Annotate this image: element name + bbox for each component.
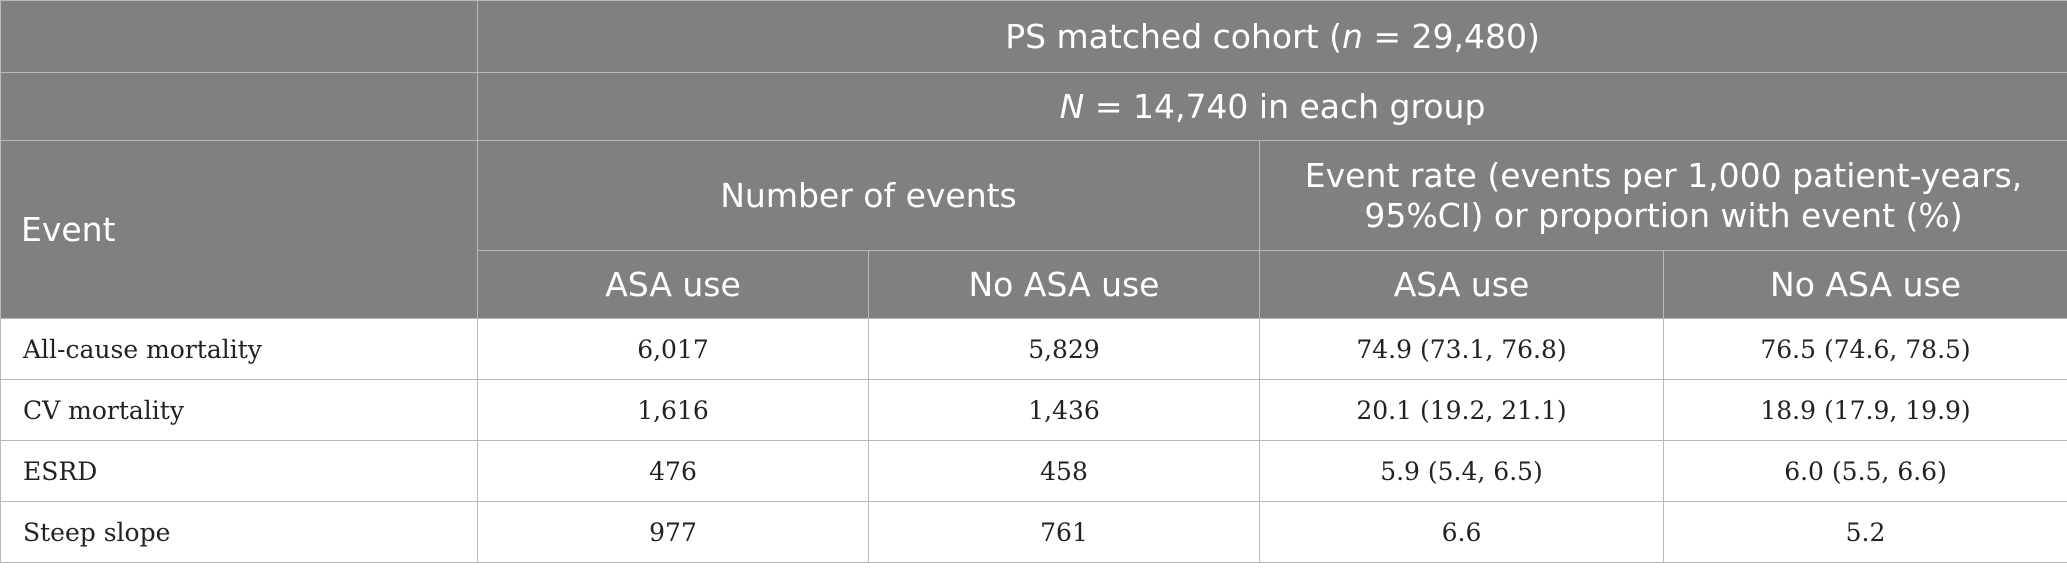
- header-empty-cell: [0, 0, 478, 73]
- event-label: CV mortality: [0, 379, 478, 441]
- rate-no-asa-cell: 18.9 (17.9, 19.9): [1662, 379, 2067, 441]
- rate-asa-cell: 20.1 (19.2, 21.1): [1259, 379, 1664, 441]
- group-suffix: = 14,740 in each group: [1084, 86, 1486, 126]
- events-no-asa-cell: 761: [868, 501, 1260, 563]
- events-no-asa-cell: 1,436: [868, 379, 1260, 441]
- cohort-suffix: = 29,480): [1362, 16, 1540, 56]
- group-n-symbol: N: [1059, 86, 1085, 126]
- rate-no-asa-use-header: No ASA use: [1662, 250, 2067, 319]
- table-row: CV mortality 1,616 1,436 20.1 (19.2, 21.…: [0, 379, 2067, 441]
- results-table: PS matched cohort (n = 29,480) N = 14,74…: [0, 0, 2067, 563]
- rate-asa-cell: 6.6: [1259, 501, 1664, 563]
- number-of-events-header: Number of events: [477, 140, 1260, 251]
- table-body: All-cause mortality 6,017 5,829 74.9 (73…: [0, 318, 2067, 563]
- events-asa-cell: 476: [477, 440, 869, 502]
- events-asa-use-header: ASA use: [477, 250, 869, 319]
- event-label: All-cause mortality: [0, 318, 478, 380]
- events-asa-cell: 1,616: [477, 379, 869, 441]
- event-label: Steep slope: [0, 501, 478, 563]
- table-header: PS matched cohort (n = 29,480) N = 14,74…: [0, 0, 2067, 319]
- rate-no-asa-cell: 6.0 (5.5, 6.6): [1662, 440, 2067, 502]
- header-empty-cell: [0, 72, 478, 141]
- cohort-prefix: PS matched cohort (: [1005, 16, 1342, 56]
- rate-asa-cell: 74.9 (73.1, 76.8): [1259, 318, 1664, 380]
- rate-no-asa-cell: 5.2: [1662, 501, 2067, 563]
- rate-asa-cell: 5.9 (5.4, 6.5): [1259, 440, 1664, 502]
- group-size-header: N = 14,740 in each group: [476, 72, 2067, 141]
- cohort-header: PS matched cohort (n = 29,480): [476, 0, 2067, 73]
- rate-asa-use-header: ASA use: [1259, 250, 1664, 319]
- cohort-n-symbol: n: [1341, 16, 1363, 56]
- event-label: ESRD: [0, 440, 478, 502]
- event-rate-header: Event rate (events per 1,000 patient-yea…: [1258, 140, 2067, 251]
- events-asa-cell: 977: [477, 501, 869, 563]
- events-no-asa-cell: 5,829: [868, 318, 1260, 380]
- events-no-asa-use-header: No ASA use: [868, 250, 1260, 319]
- events-asa-cell: 6,017: [477, 318, 869, 380]
- event-column-header: Event: [0, 140, 478, 319]
- table-row: Steep slope 977 761 6.6 5.2: [0, 501, 2067, 563]
- rate-no-asa-cell: 76.5 (74.6, 78.5): [1662, 318, 2067, 380]
- table-row: ESRD 476 458 5.9 (5.4, 6.5) 6.0 (5.5, 6.…: [0, 440, 2067, 502]
- events-no-asa-cell: 458: [868, 440, 1260, 502]
- table-row: All-cause mortality 6,017 5,829 74.9 (73…: [0, 318, 2067, 380]
